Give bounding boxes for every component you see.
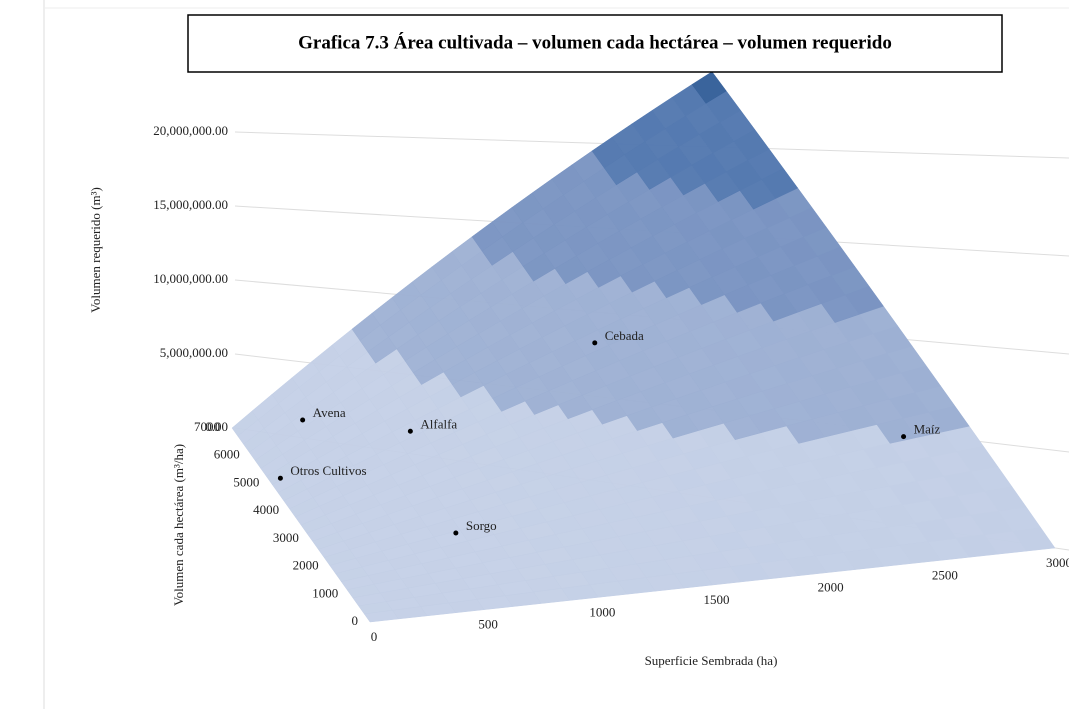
- y-tick-label: 7000: [194, 419, 220, 434]
- x-tick-label: 1000: [589, 604, 615, 619]
- point: [901, 434, 907, 440]
- z-tick-label: 10,000,000.00: [153, 271, 228, 286]
- z-tick-label: 20,000,000.00: [153, 123, 228, 138]
- x-tick-label: 2000: [818, 580, 844, 595]
- point: [407, 428, 413, 434]
- marks: 0.00 5,000,000.00 10,000,000.00 15,000,000.…: [153, 123, 1069, 644]
- point: [592, 340, 598, 346]
- y-axis-label: Volumen cada hectárea (m³/ha): [171, 444, 186, 606]
- point-label: Avena: [313, 405, 346, 420]
- point-label: Maíz: [914, 422, 941, 437]
- x-tick-label: 500: [478, 617, 498, 632]
- y-tick-label: 3000: [273, 530, 299, 545]
- y-tick-label: 4000: [253, 502, 279, 517]
- z-axis-label: Volumen requerido (m³): [88, 187, 103, 313]
- point-label: Alfalfa: [420, 416, 457, 431]
- point: [453, 530, 459, 536]
- z-tick-label: 0.00: [205, 419, 228, 434]
- y-tick-label: 0: [352, 613, 359, 628]
- x-tick-label: 0: [371, 629, 378, 644]
- title-box: [187, 14, 1003, 73]
- y-tick-label: 6000: [214, 447, 240, 462]
- x-tick-label: 3000: [1046, 555, 1069, 570]
- y-tick-label: 2000: [293, 558, 319, 573]
- point: [277, 475, 283, 481]
- y-tick-label: 5000: [233, 474, 259, 489]
- y-tick-label: 1000: [312, 585, 338, 600]
- x-tick-label: 2500: [932, 567, 958, 582]
- point-label: Otros Cultivos: [290, 463, 366, 478]
- z-tick-label: 15,000,000.00: [153, 197, 228, 212]
- z-tick-label: 5,000,000.00: [160, 345, 228, 360]
- point-label: Cebada: [605, 328, 644, 343]
- point-label: Sorgo: [466, 518, 497, 533]
- point: [300, 417, 306, 423]
- surface: [231, 71, 1056, 623]
- chart-title: Grafica 7.3 Área cultivada – volumen cad…: [298, 31, 892, 53]
- x-tick-label: 1500: [704, 592, 730, 607]
- x-axis-label: Superficie Sembrada (ha): [645, 653, 778, 668]
